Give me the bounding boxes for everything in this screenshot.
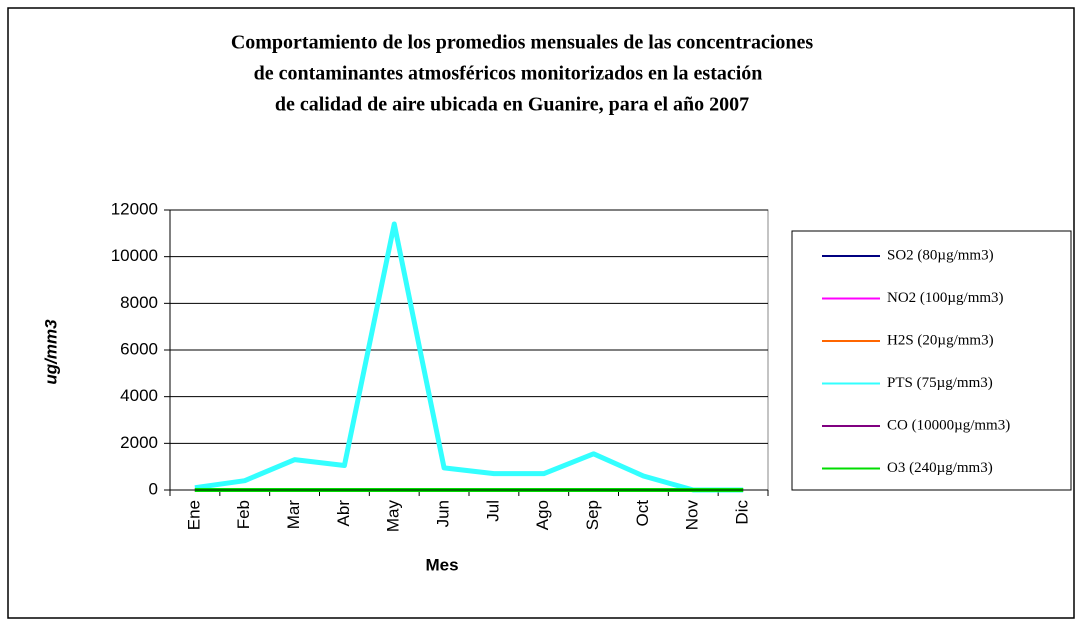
legend-label: CO (10000µg/mm3): [887, 417, 1010, 433]
x-tick-label: May: [384, 500, 403, 533]
chart-title: de contaminantes atmosféricos monitoriza…: [254, 63, 763, 85]
legend-label: PTS (75µg/mm3): [887, 375, 993, 391]
y-axis-label: ug/mm3: [41, 319, 60, 385]
y-tick-label: 12000: [111, 199, 158, 218]
x-tick-label: Sep: [583, 500, 602, 530]
y-tick-label: 10000: [111, 246, 158, 265]
y-tick-label: 8000: [120, 293, 158, 312]
x-tick-label: Jun: [434, 500, 453, 527]
legend: [791, 230, 1072, 491]
chart-title: de calidad de aire ubicada en Guanire, p…: [275, 94, 749, 116]
y-tick-label: 4000: [120, 386, 158, 405]
x-tick-label: Dic: [733, 500, 752, 525]
x-tick-label: Jul: [483, 500, 502, 522]
legend-label: SO2 (80µg/mm3): [887, 247, 994, 263]
x-tick-label: Ago: [533, 500, 552, 530]
y-tick-label: 6000: [120, 339, 158, 358]
y-tick-label: 2000: [120, 433, 158, 452]
x-tick-label: Oct: [633, 500, 652, 527]
chart-title: Comportamiento de los promedios mensuale…: [231, 32, 814, 54]
legend-label: O3 (240µg/mm3): [887, 460, 993, 476]
legend-label: H2S (20µg/mm3): [887, 332, 994, 348]
y-tick-label: 0: [149, 479, 158, 498]
x-tick-label: Ene: [184, 500, 203, 530]
x-tick-label: Mar: [284, 500, 303, 530]
legend-label: NO2 (100µg/mm3): [887, 290, 1004, 306]
x-tick-label: Nov: [683, 500, 702, 531]
x-tick-label: Feb: [234, 500, 253, 529]
series-line: [194, 221, 744, 493]
x-axis-label: Mes: [425, 555, 458, 574]
x-tick-label: Abr: [334, 500, 353, 527]
